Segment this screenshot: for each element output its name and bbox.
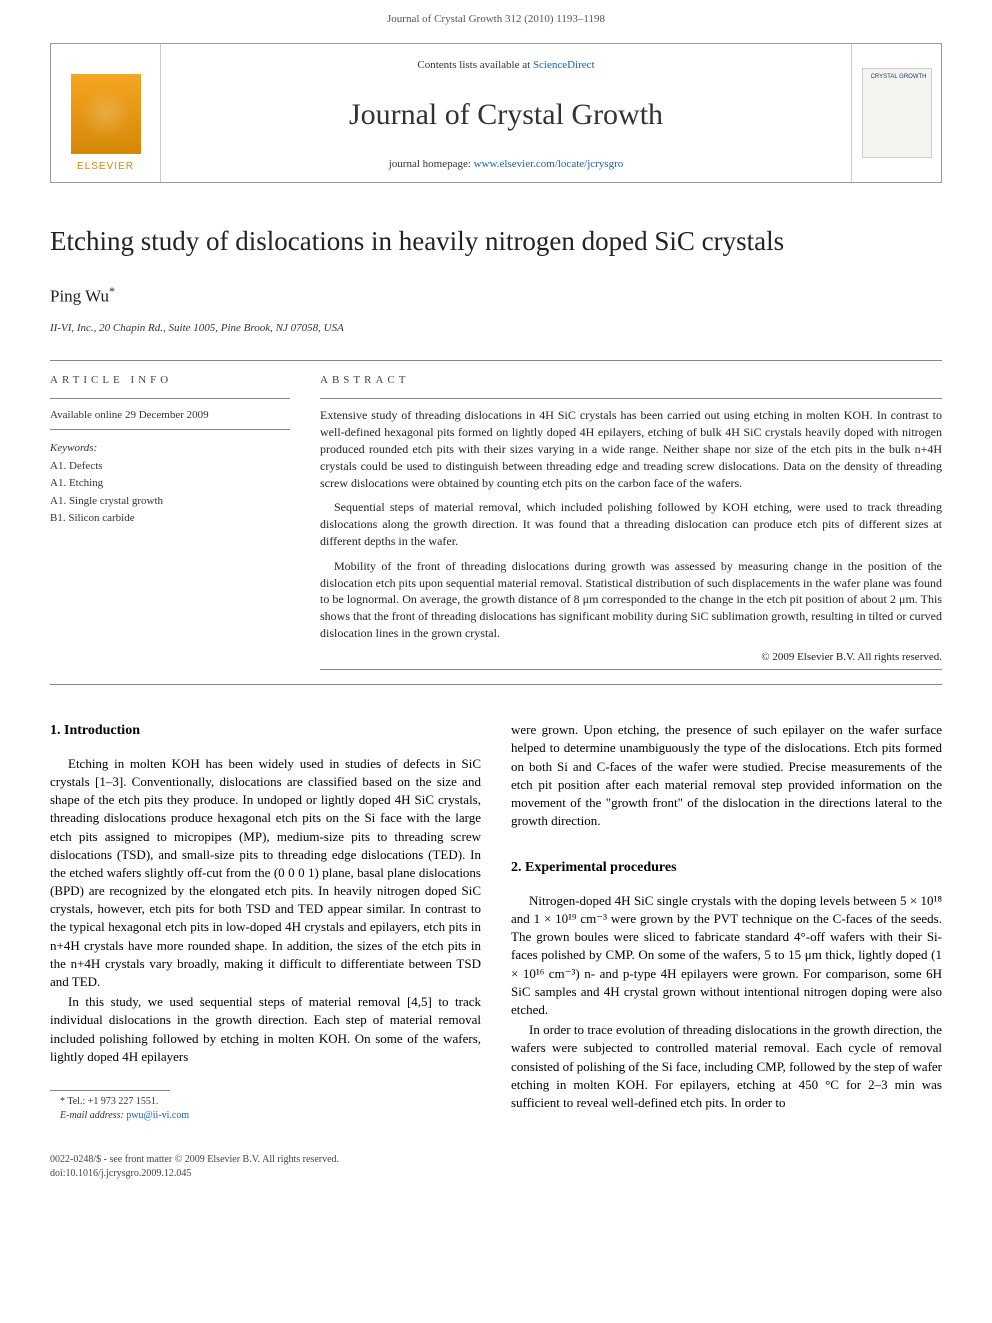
- journal-cover-block: CRYSTAL GROWTH: [851, 44, 941, 182]
- keyword: A1. Single crystal growth: [50, 493, 290, 511]
- abstract-p1: Extensive study of threading dislocation…: [320, 407, 942, 491]
- keyword: A1. Etching: [50, 475, 290, 493]
- elsevier-logo: [71, 74, 141, 154]
- masthead-center: Contents lists available at ScienceDirec…: [161, 44, 851, 182]
- homepage-line: journal homepage: www.elsevier.com/locat…: [389, 157, 624, 172]
- divider: [320, 398, 942, 399]
- sciencedirect-link[interactable]: ScienceDirect: [533, 59, 595, 71]
- body-columns: 1. Introduction Etching in molten KOH ha…: [50, 721, 942, 1123]
- contents-prefix: Contents lists available at: [417, 59, 532, 71]
- keywords-label: Keywords:: [50, 440, 290, 458]
- section-2-title: 2. Experimental procedures: [511, 858, 942, 878]
- abstract-col: ABSTRACT Extensive study of threading di…: [320, 373, 942, 678]
- divider: [50, 684, 942, 685]
- article-info-col: ARTICLE INFO Available online 29 Decembe…: [50, 373, 290, 678]
- body-col-left: 1. Introduction Etching in molten KOH ha…: [50, 721, 481, 1123]
- abstract-p2: Sequential steps of material removal, wh…: [320, 499, 942, 549]
- body-p: were grown. Upon etching, the presence o…: [511, 721, 942, 830]
- footer-doi: doi:10.1016/j.jcrysgro.2009.12.045: [50, 1167, 942, 1181]
- body-p: In this study, we used sequential steps …: [50, 993, 481, 1066]
- abstract-label: ABSTRACT: [320, 373, 942, 388]
- journal-title: Journal of Crystal Growth: [349, 94, 663, 136]
- author-text: Ping Wu: [50, 287, 109, 306]
- keyword: A1. Defects: [50, 458, 290, 476]
- footnote-tel: * Tel.: +1 973 227 1551.: [50, 1095, 481, 1109]
- corresponding-marker: *: [109, 284, 115, 298]
- running-head: Journal of Crystal Growth 312 (2010) 119…: [0, 0, 992, 33]
- publisher-block: ELSEVIER: [51, 44, 161, 182]
- publisher-name: ELSEVIER: [77, 160, 134, 174]
- divider: [320, 669, 942, 670]
- divider: [50, 398, 290, 399]
- article-area: Etching study of dislocations in heavily…: [0, 183, 992, 1143]
- abstract-p3: Mobility of the front of threading dislo…: [320, 558, 942, 642]
- email-label: E-mail address:: [60, 1110, 126, 1121]
- footer: 0022-0248/$ - see front matter © 2009 El…: [0, 1143, 992, 1201]
- article-info-label: ARTICLE INFO: [50, 373, 290, 388]
- keyword: B1. Silicon carbide: [50, 510, 290, 528]
- article-info-text: Available online 29 December 2009 Keywor…: [50, 407, 290, 528]
- body-p: In order to trace evolution of threading…: [511, 1021, 942, 1112]
- email-link[interactable]: pwu@ii-vi.com: [126, 1110, 189, 1121]
- body-col-right: were grown. Upon etching, the presence o…: [511, 721, 942, 1123]
- journal-cover: CRYSTAL GROWTH: [862, 68, 932, 158]
- copyright: © 2009 Elsevier B.V. All rights reserved…: [320, 650, 942, 665]
- article-title: Etching study of dislocations in heavily…: [50, 223, 942, 261]
- footer-issn: 0022-0248/$ - see front matter © 2009 El…: [50, 1153, 942, 1167]
- tel-value: +1 973 227 1551.: [88, 1096, 159, 1107]
- tel-label: * Tel.:: [60, 1096, 88, 1107]
- affiliation: II-VI, Inc., 20 Chapin Rd., Suite 1005, …: [50, 321, 942, 336]
- homepage-link[interactable]: www.elsevier.com/locate/jcrysgro: [474, 158, 624, 170]
- masthead: ELSEVIER Contents lists available at Sci…: [50, 43, 942, 183]
- author-name: Ping Wu*: [50, 283, 942, 308]
- divider: [50, 429, 290, 430]
- body-p: Nitrogen-doped 4H SiC single crystals wi…: [511, 892, 942, 1019]
- footnote-email: E-mail address: pwu@ii-vi.com: [50, 1109, 481, 1123]
- footnote-rule: [50, 1090, 170, 1091]
- section-1-title: 1. Introduction: [50, 721, 481, 741]
- available-online: Available online 29 December 2009: [50, 407, 290, 425]
- homepage-prefix: journal homepage:: [389, 158, 474, 170]
- abstract-text: Extensive study of threading dislocation…: [320, 407, 942, 665]
- info-abstract-row: ARTICLE INFO Available online 29 Decembe…: [50, 373, 942, 678]
- body-p: Etching in molten KOH has been widely us…: [50, 755, 481, 991]
- contents-line: Contents lists available at ScienceDirec…: [417, 58, 594, 73]
- divider: [50, 360, 942, 361]
